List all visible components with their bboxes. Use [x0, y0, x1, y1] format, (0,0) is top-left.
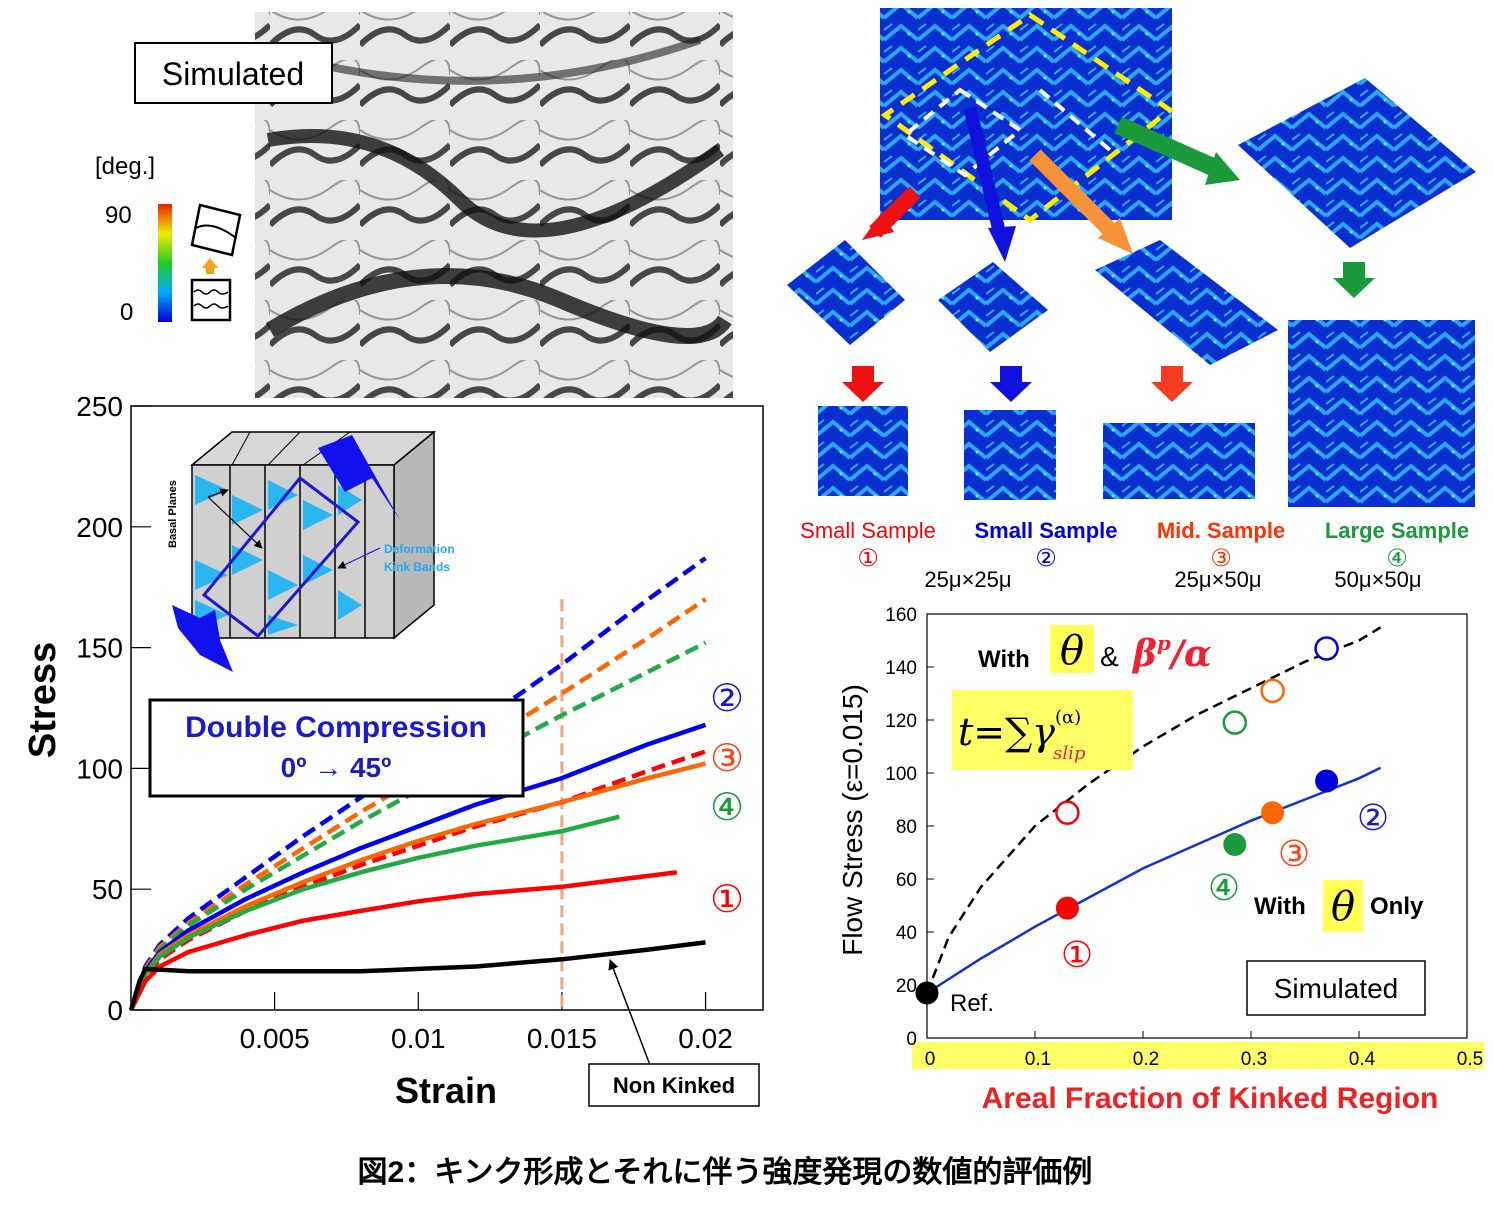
x-tick-label: 0.01: [391, 1023, 446, 1054]
ref-label: Ref.: [950, 990, 994, 1017]
theta-symbol-bottom: θ: [1331, 884, 1355, 930]
curve-label-2: ③: [710, 736, 744, 780]
fs-x-tick-label: 0.5: [1457, 1049, 1483, 1070]
fs-x-tick-label: 0.4: [1349, 1049, 1376, 1070]
fs-y-tick-label: 140: [885, 658, 917, 679]
double-compression-title: Double Compression: [185, 711, 487, 744]
sample-3-rotated: [1095, 240, 1278, 365]
double-compression-angle: 0º → 45º: [281, 752, 392, 783]
inset-basal-label: Basal Planes: [167, 480, 179, 548]
sample-3-image: [1103, 423, 1255, 499]
down-arrow-blue: [990, 366, 1032, 402]
curve-label-4: ①: [710, 877, 744, 921]
fs-x-tick-label: 0: [925, 1049, 936, 1070]
sample-2-image: [964, 410, 1056, 500]
filled-point-5: [1316, 770, 1338, 792]
down-arrow-red: [842, 366, 884, 402]
filled-point-2: [1056, 897, 1078, 919]
y-axis-title: Stress: [22, 642, 64, 758]
sample-number-2: ②: [1035, 544, 1057, 572]
inset-kink-label2: Kink Bands: [384, 560, 450, 574]
fs-y-tick-label: 20: [896, 976, 917, 997]
fs-x-axis-title: Areal Fraction of Kinked Region: [982, 1082, 1439, 1115]
point-label-3: ③: [1278, 834, 1310, 875]
y-tick-label: 50: [92, 874, 123, 905]
open-point-2: [1224, 712, 1246, 734]
fs-y-tick-label: 0: [906, 1029, 917, 1050]
stress-strain-chart: 0 50 100 150 200 250 0.005 0.01 0.015 0.02: [22, 391, 763, 1111]
fs-y-tick-label: 60: [896, 870, 917, 891]
open-point-3: [1262, 680, 1284, 702]
down-arrow-green: [1333, 262, 1375, 298]
sample-size-3: 25μ×50μ: [1174, 567, 1261, 592]
kink-schematic-icon: [192, 205, 240, 320]
fs-y-tick-label: 120: [885, 711, 917, 732]
x-tick-label: 0.005: [240, 1023, 310, 1054]
y-tick-label: 100: [76, 753, 123, 784]
non-kinked-label: Non Kinked: [613, 1073, 735, 1098]
colorbar-max: 90: [105, 202, 132, 229]
curve-label-1: ②: [710, 676, 744, 720]
x-tick-label: 0.015: [527, 1023, 597, 1054]
figure-caption: 図2：キンク形成とそれに伴う強度発現の数値的評価例: [358, 1155, 1093, 1189]
sample-1-rotated: [787, 240, 905, 345]
down-arrow-red2: [1151, 366, 1193, 402]
simulated-label: Simulated: [1274, 973, 1399, 1004]
colorbar: [158, 204, 172, 322]
sample-number-1: ①: [857, 544, 879, 572]
x-axis-highlight: [912, 1042, 1484, 1069]
arrow-blue-head: [988, 226, 1016, 262]
colorbar-unit: [deg.]: [95, 153, 155, 180]
sample-label-2: Small Sample: [974, 518, 1117, 543]
point-label-4: ④: [1208, 868, 1240, 909]
filled-point-4: [1262, 802, 1284, 824]
point-label-2: ②: [1357, 798, 1389, 839]
full-map-image: [880, 8, 1172, 220]
fs-y-tick-label: 160: [885, 605, 917, 626]
sample-4-image: [1288, 320, 1475, 507]
flow-stress-chart: 0 20 40 60 80 100 120 140 160 0 0.1 0.2 0.3 0.4 0.5 ① ②…: [837, 605, 1484, 1115]
fs-y-tick-label: 40: [896, 923, 917, 944]
fs-y-axis-title: Flow Stress (ε=0.015): [837, 684, 868, 956]
filled-point-1: [916, 982, 938, 1004]
y-tick-label: 0: [107, 995, 123, 1026]
curve-label-3: ④: [710, 785, 744, 829]
micrograph-label: Simulated: [162, 56, 304, 92]
only-label: Only: [1370, 893, 1424, 920]
point-label-1: ①: [1061, 935, 1093, 976]
sample-label-3: Mid. Sample: [1157, 518, 1285, 543]
fs-x-tick-label: 0.3: [1241, 1049, 1267, 1070]
y-tick-label: 150: [76, 633, 123, 664]
open-point-1: [1056, 802, 1078, 824]
sample-label-1: Small Sample: [800, 518, 936, 543]
fs-x-tick-label: 0.1: [1025, 1049, 1051, 1070]
sample-size-2: 25μ×25μ: [924, 567, 1011, 592]
open-point-4: [1316, 637, 1338, 659]
sample-1-image: [818, 406, 908, 496]
fs-y-tick-label: 100: [885, 764, 917, 785]
theta-symbol-top: θ: [1060, 628, 1084, 674]
inset-kink-label: Deformation: [384, 542, 455, 556]
fs-x-tick-label: 0.2: [1133, 1049, 1159, 1070]
x-tick-label: 0.02: [678, 1023, 733, 1054]
beta-alpha-formula: βp/α: [1131, 631, 1212, 675]
colorbar-min: 0: [120, 299, 133, 326]
x-axis-title: Strain: [395, 1070, 497, 1111]
y-tick-label: 200: [76, 512, 123, 543]
with-label-top: With: [978, 646, 1030, 673]
sample-2-rotated: [938, 262, 1048, 352]
sample-label-4: Large Sample: [1325, 518, 1469, 543]
fs-y-tick-label: 80: [896, 817, 917, 838]
filled-point-3: [1224, 834, 1246, 856]
sample-size-4: 50μ×50μ: [1334, 567, 1421, 592]
micrograph-panel: Simulated [deg.] 90 0: [95, 12, 733, 398]
sample-large-rotated: [1238, 78, 1476, 248]
amp-label: &: [1100, 641, 1119, 672]
with-label-bottom: With: [1254, 893, 1306, 920]
y-tick-label: 250: [76, 391, 123, 422]
